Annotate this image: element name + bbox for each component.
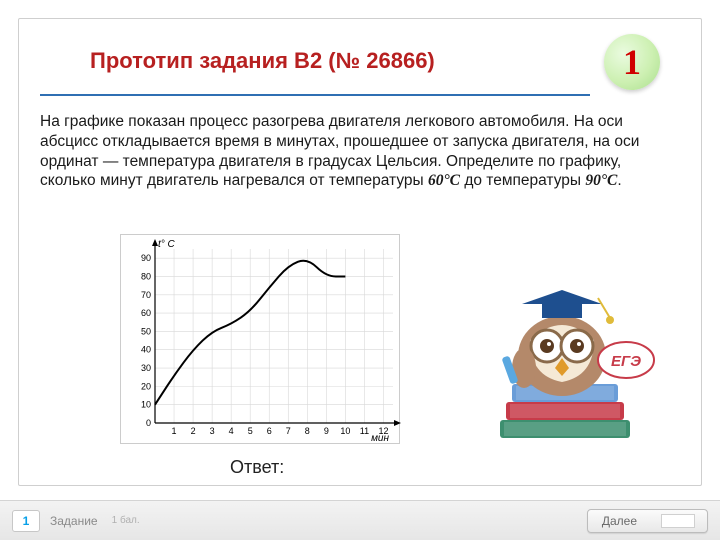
task-badge-number: 1 [623,41,641,83]
owl-svg: ЕГЭ [470,260,660,460]
line-chart-svg: 1234567891011120102030405060708090t° Cми… [121,235,401,445]
problem-text: На графике показан процесс разогрева дви… [40,112,680,191]
svg-text:10: 10 [340,426,350,436]
svg-text:20: 20 [141,381,151,391]
answer-label: Ответ: [230,457,284,478]
svg-text:50: 50 [141,326,151,336]
svg-text:10: 10 [141,400,151,410]
svg-text:t° C: t° C [158,239,176,250]
svg-text:4: 4 [229,426,234,436]
svg-text:40: 40 [141,345,151,355]
svg-text:30: 30 [141,363,151,373]
bottom-bar: 1 Задание 1 бал. Далее [0,500,720,540]
problem-part3: . [617,172,621,189]
svg-text:11: 11 [360,426,369,436]
svg-text:5: 5 [248,426,253,436]
svg-text:6: 6 [267,426,272,436]
svg-text:0: 0 [146,418,151,428]
svg-text:1: 1 [172,426,177,436]
task-badge: 1 [604,34,660,90]
svg-text:60: 60 [141,308,151,318]
svg-text:70: 70 [141,290,151,300]
svg-text:мин: мин [371,433,389,444]
slide-title: Прототип задания B2 (№ 26866) [90,48,435,74]
next-button-label: Далее [602,514,637,528]
chart: 1234567891011120102030405060708090t° Cми… [120,234,400,444]
owl-illustration: ЕГЭ [470,260,660,460]
problem-part2: до температуры [460,172,585,189]
svg-text:80: 80 [141,271,151,281]
temp-to: 90°C [585,172,617,189]
svg-text:3: 3 [210,426,215,436]
title-underline [40,94,590,96]
question-number: 1 [12,510,40,532]
score-label: 1 бал. [112,515,140,526]
svg-text:2: 2 [191,426,196,436]
temp-from: 60°C [428,172,460,189]
next-button[interactable]: Далее [587,509,708,533]
next-button-blank [661,514,695,528]
svg-text:7: 7 [286,426,291,436]
svg-text:ЕГЭ: ЕГЭ [611,353,641,370]
task-label: Задание [50,514,98,528]
svg-text:90: 90 [141,253,151,263]
svg-text:9: 9 [324,426,329,436]
svg-text:8: 8 [305,426,310,436]
